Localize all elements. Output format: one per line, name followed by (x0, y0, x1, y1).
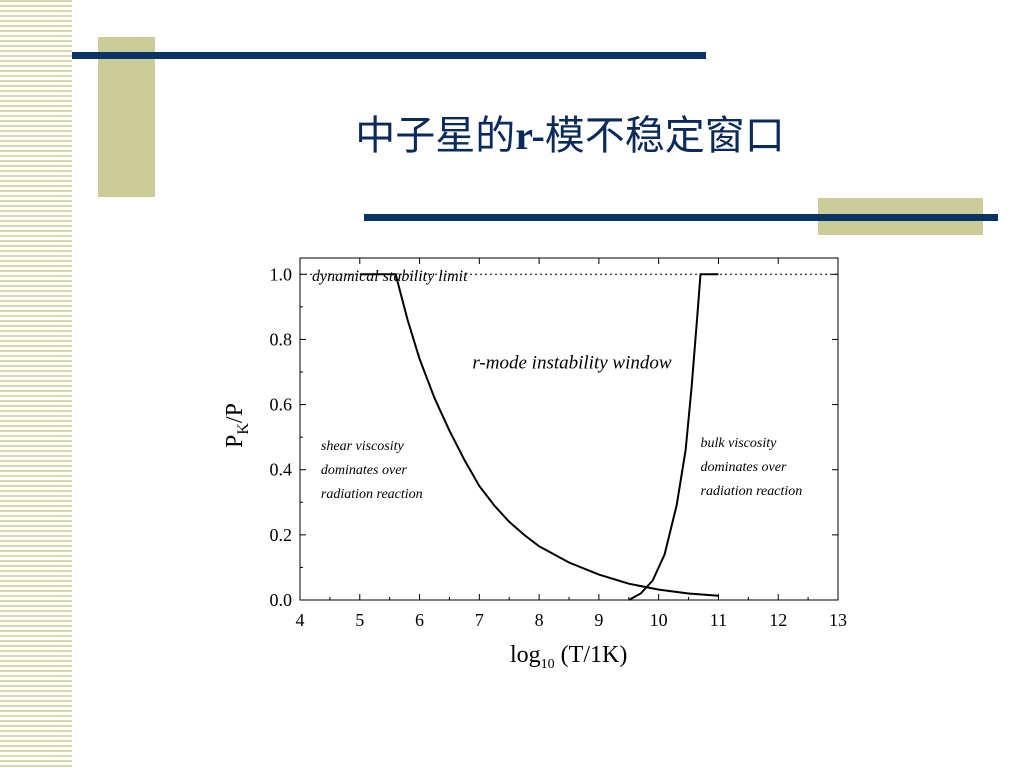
x-tick-label: 8 (535, 610, 544, 630)
title-suffix: 模不稳定窗口 (544, 113, 785, 158)
x-tick-label: 9 (594, 610, 603, 630)
x-tick-label: 12 (769, 610, 787, 630)
y-axis-ticks: 0.0 0.2 0.4 0.6 0.8 1.0 (270, 264, 838, 610)
annotation-shear-line: radiation reaction (321, 487, 423, 502)
series-line-bulk-viscosity-boundary (628, 273, 719, 601)
annotation-bulk-line: dominates over (701, 460, 787, 475)
title-prefix: 中子星的 (355, 113, 516, 158)
y-axis-label-main: P (222, 435, 248, 448)
x-axis-ticks: 4 5 6 7 8 9 10 11 12 13 (296, 258, 847, 630)
x-tick-label: 10 (650, 610, 668, 630)
x-tick-label: 4 (296, 610, 305, 630)
x-axis-label-rest: (T/1K) (555, 642, 628, 668)
left-stripe-decoration (0, 0, 72, 768)
x-tick-label: 7 (475, 610, 484, 630)
x-tick-label: 11 (710, 610, 727, 630)
annotation-shear-line: dominates over (321, 463, 407, 478)
accent-block-top (98, 37, 155, 197)
y-axis-label: PK/P (222, 403, 252, 448)
accent-bar-bottom (364, 214, 998, 221)
x-axis-label: log10 (T/1K) (510, 642, 627, 672)
series-group (359, 273, 719, 601)
y-tick-label: 1.0 (270, 264, 293, 284)
y-axis-label-rest: /P (222, 403, 248, 423)
y-tick-label: 0.2 (270, 525, 293, 545)
x-axis-label-sub: 10 (541, 657, 555, 672)
x-tick-label: 13 (829, 610, 847, 630)
reference-line-label: dynamical stability limit (312, 268, 468, 285)
annotation-shear-line: shear viscosity (321, 439, 405, 454)
y-tick-label: 0.0 (270, 590, 293, 610)
annotations-group: r-mode instability window shear viscosity… (321, 353, 802, 502)
y-tick-label: 0.8 (270, 329, 293, 349)
plot-frame (299, 257, 839, 601)
y-tick-label: 0.6 (270, 395, 293, 415)
x-tick-label: 5 (355, 610, 364, 630)
y-axis-label-sub: K (235, 423, 252, 435)
annotation-bulk-line: bulk viscosity (701, 436, 778, 451)
y-tick-label: 0.4 (270, 460, 293, 480)
slide-title: 中子星的r-模不稳定窗口 (300, 103, 840, 161)
series-line-shear-viscosity-boundary (359, 273, 719, 597)
annotation-bulk-line: radiation reaction (701, 484, 803, 499)
title-bold: r- (515, 113, 545, 158)
annotation-window: r-mode instability window (472, 353, 671, 374)
x-axis-label-main: log (510, 642, 541, 668)
x-tick-label: 6 (415, 610, 424, 630)
accent-bar-top (72, 52, 706, 59)
